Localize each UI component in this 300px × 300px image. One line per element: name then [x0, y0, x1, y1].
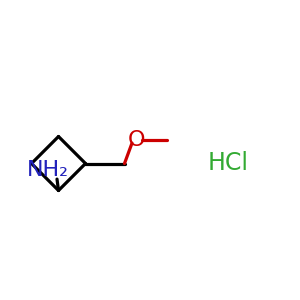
Text: O: O	[128, 130, 145, 149]
Text: NH₂: NH₂	[27, 160, 69, 179]
Text: HCl: HCl	[208, 152, 248, 176]
